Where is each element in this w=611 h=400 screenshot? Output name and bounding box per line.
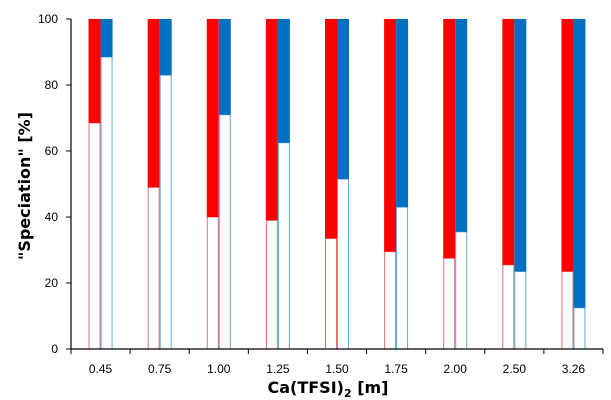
bar-blue-lower-0.45 <box>100 56 113 350</box>
x-tick-label-1.25: 1.25 <box>266 362 290 376</box>
bar-red-upper-2.50 <box>502 19 515 265</box>
bar-red-upper-0.75 <box>147 19 160 188</box>
bar-red-upper-1.25 <box>265 19 278 221</box>
bar-blue-upper-1.50 <box>337 19 349 180</box>
bar-red-lower-1.75 <box>384 251 397 350</box>
bar-blue-lower-3.26 <box>573 307 586 350</box>
bar-red-upper-1.00 <box>206 19 219 217</box>
bar-blue-lower-1.00 <box>218 114 231 350</box>
y-tick-label-0: 0 <box>51 342 58 356</box>
bar-blue-upper-2.00 <box>455 19 468 232</box>
y-tick-label-20: 20 <box>45 276 59 290</box>
bar-red-upper-3.26 <box>561 19 574 272</box>
bar-blue-lower-1.25 <box>277 142 290 350</box>
bar-red-lower-1.00 <box>206 216 219 350</box>
bar-red-lower-0.75 <box>147 186 160 350</box>
bar-blue-upper-1.00 <box>218 19 231 115</box>
x-tick-label-0.75: 0.75 <box>148 362 172 376</box>
bar-red-lower-1.50 <box>325 237 337 350</box>
x-tick-label-2.00: 2.00 <box>444 362 468 376</box>
x-tick-label-2.50: 2.50 <box>503 362 527 376</box>
bar-blue-upper-3.26 <box>573 19 586 308</box>
bar-blue-upper-0.75 <box>159 19 172 76</box>
y-axis-title: "Speciation" [%] <box>15 112 34 260</box>
x-tick-label-0.45: 0.45 <box>89 362 113 376</box>
x-tick-label-1.50: 1.50 <box>325 362 349 376</box>
bar-blue-lower-1.50 <box>337 178 349 350</box>
y-tick-label-40: 40 <box>45 210 59 224</box>
x-axis-title-unit: [m] <box>352 378 389 397</box>
bar-blue-upper-1.25 <box>277 19 290 143</box>
bar-red-upper-0.45 <box>88 19 101 123</box>
bar-blue-lower-2.50 <box>514 270 527 350</box>
bars-layer <box>88 19 586 350</box>
bar-blue-lower-1.75 <box>396 206 409 350</box>
x-axis-title-subscript: 2 <box>344 387 352 400</box>
bar-blue-lower-2.00 <box>455 231 468 350</box>
x-tick-label-3.26: 3.26 <box>562 362 586 376</box>
bar-red-upper-2.00 <box>443 19 456 259</box>
bar-red-lower-1.25 <box>265 219 278 350</box>
bar-blue-lower-0.75 <box>159 74 172 350</box>
y-tick-label-80: 80 <box>45 78 59 92</box>
bar-red-lower-0.45 <box>88 122 101 350</box>
bar-red-lower-2.00 <box>443 257 456 350</box>
bar-red-lower-2.50 <box>502 264 515 350</box>
y-tick-label-60: 60 <box>45 144 59 158</box>
bar-red-upper-1.50 <box>325 19 337 239</box>
bar-blue-upper-2.50 <box>514 19 527 272</box>
axes-layer: 0.45 0.75 1.00 1.25 1.50 1.75 2.00 2.50 3.26 0 20 4… <box>38 12 604 376</box>
bar-red-lower-3.26 <box>561 270 574 350</box>
x-tick-label-1.75: 1.75 <box>384 362 408 376</box>
y-tick-label-100: 100 <box>38 12 58 26</box>
x-axis-title-main: Ca(TFSI) <box>267 378 343 397</box>
bar-blue-upper-0.45 <box>100 19 113 57</box>
bar-red-upper-1.75 <box>384 19 397 252</box>
x-axis-title: Ca(TFSI)2 [m] <box>267 378 388 400</box>
x-tick-label-1.00: 1.00 <box>207 362 231 376</box>
bar-blue-upper-1.75 <box>396 19 409 208</box>
